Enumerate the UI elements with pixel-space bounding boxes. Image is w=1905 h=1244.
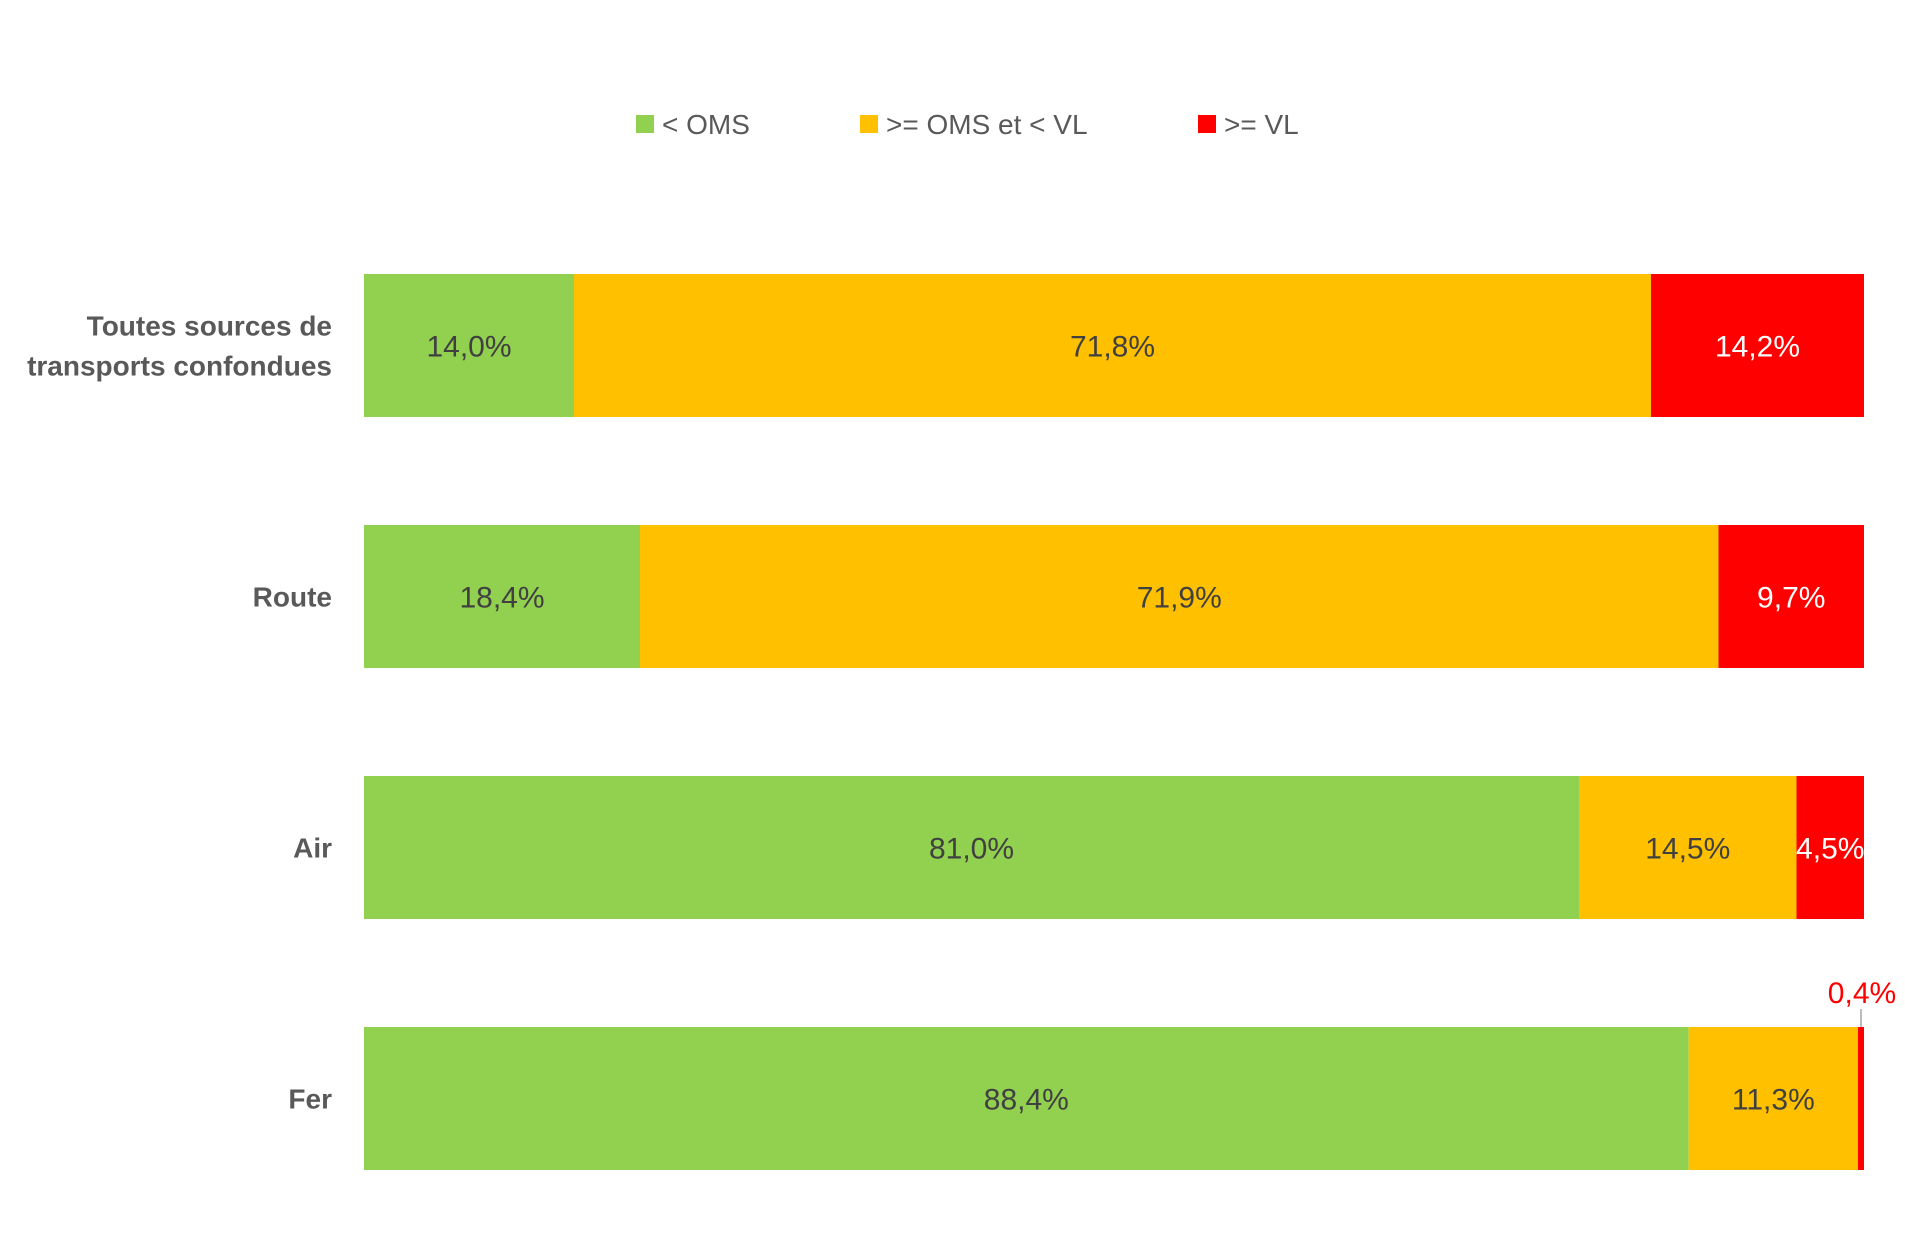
- data-label-fer-3: 0,4%: [1828, 977, 1896, 1010]
- data-label-toutes-2: 71,8%: [1070, 331, 1155, 364]
- data-labels: 14,0% 71,8% 14,2% 18,4% 71,9% 9,7% 81,0% 14,5% 4…: [426, 331, 1896, 1117]
- bars: [364, 274, 1864, 1170]
- bar-segment-route-2: [640, 525, 1719, 668]
- legend-label-3: >= VL: [1224, 109, 1299, 140]
- data-label-route-3: 9,7%: [1757, 582, 1825, 615]
- bar-segment-air-3: [1796, 776, 1864, 919]
- data-label-toutes-1: 14,0%: [426, 331, 511, 364]
- legend-swatch-2: [860, 115, 878, 133]
- bar-segment-route-3: [1718, 525, 1864, 668]
- legend: < OMS >= OMS et < VL >= VL: [636, 109, 1299, 140]
- bar-segment-fer-3: [1858, 1027, 1864, 1170]
- data-label-air-3: 4,5%: [1796, 833, 1864, 866]
- category-axis: Toutes sources de transports confondues Ro…: [27, 311, 332, 1115]
- data-label-route-2: 71,9%: [1137, 582, 1222, 615]
- data-label-air-1: 81,0%: [929, 833, 1014, 866]
- bar-segment-toutes-1: [364, 274, 574, 417]
- legend-swatch-3: [1198, 115, 1216, 133]
- category-label-route: Route: [253, 582, 332, 613]
- bar-segment-air-1: [364, 776, 1579, 919]
- category-label-line: Air: [293, 833, 332, 864]
- bar-segment-toutes-2: [574, 274, 1651, 417]
- category-label-fer: Fer: [288, 1084, 332, 1115]
- category-label-toutes: Toutes sources de transports confondues: [27, 311, 332, 382]
- category-label-line: Toutes sources de: [87, 311, 332, 342]
- legend-label-2: >= OMS et < VL: [886, 109, 1088, 140]
- category-label-line: transports confondues: [27, 351, 332, 382]
- bar-segment-fer-1: [364, 1027, 1689, 1170]
- category-label-line: Route: [253, 582, 332, 613]
- legend-label-1: < OMS: [662, 109, 750, 140]
- category-label-line: Fer: [288, 1084, 332, 1115]
- category-label-air: Air: [293, 833, 332, 864]
- data-label-fer-2: 11,3%: [1732, 1084, 1815, 1117]
- bar-segment-air-2: [1579, 776, 1797, 919]
- legend-swatch-1: [636, 115, 654, 133]
- data-label-toutes-3: 14,2%: [1715, 331, 1800, 364]
- bar-segment-route-1: [364, 525, 640, 668]
- data-label-fer-1: 88,4%: [984, 1084, 1069, 1117]
- bar-segment-toutes-3: [1651, 274, 1864, 417]
- bar-segment-fer-2: [1688, 1027, 1859, 1170]
- data-label-air-2: 14,5%: [1645, 833, 1730, 866]
- data-label-route-1: 18,4%: [459, 582, 544, 615]
